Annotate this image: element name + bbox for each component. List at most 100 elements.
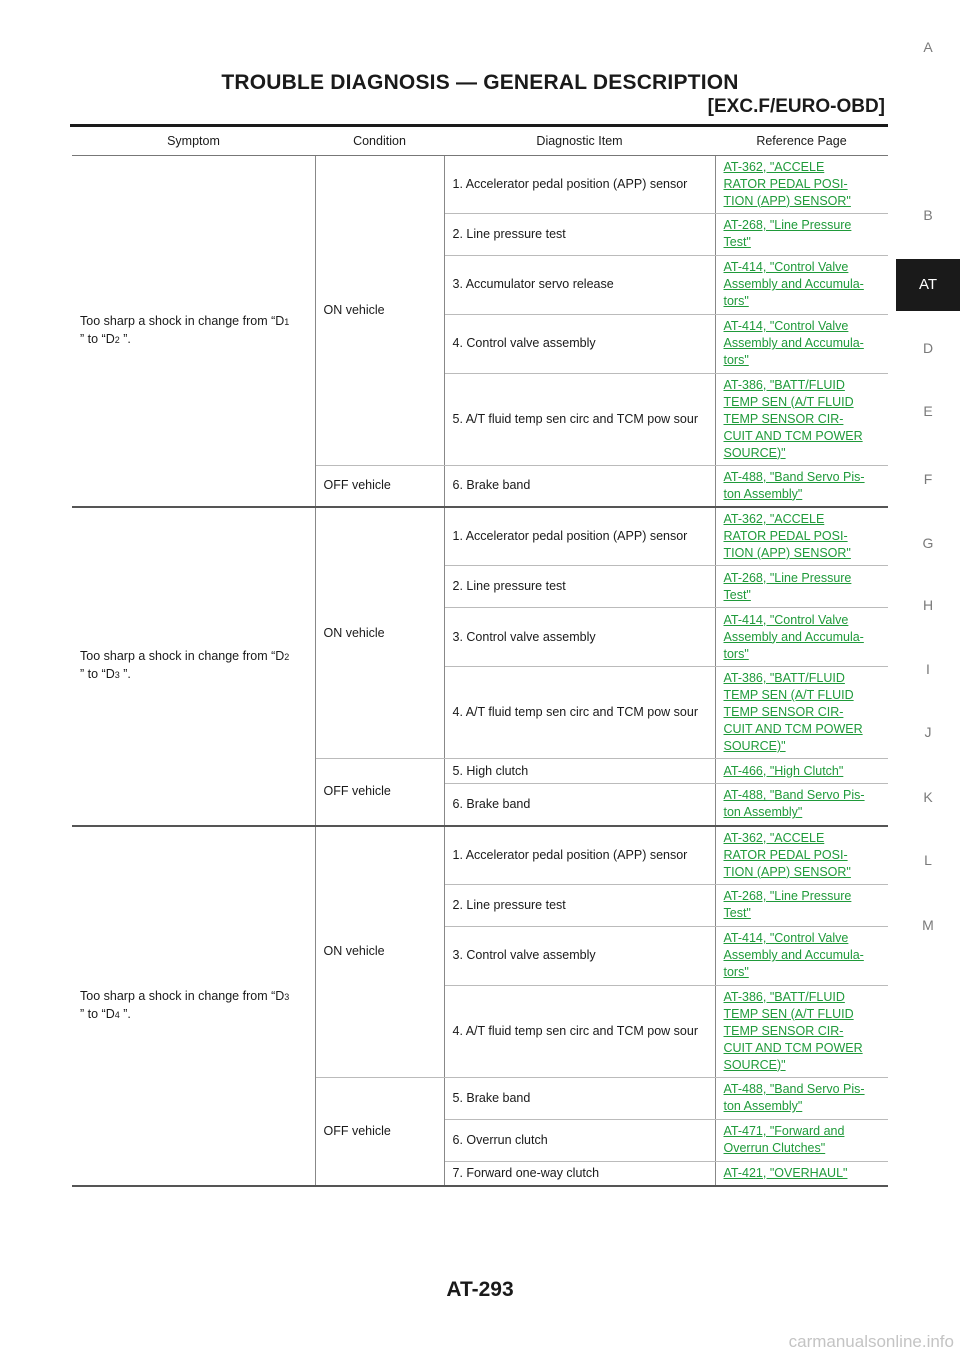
diagnostic-item-cell: 2. Line pressure test [444, 884, 716, 927]
reference-link[interactable]: AT-488, "Band Servo Pis-ton Assembly" [724, 787, 881, 821]
side-tab-b[interactable]: B [923, 207, 933, 223]
reference-link-line: Test" [723, 587, 751, 602]
reference-link-line: tors" [723, 965, 749, 979]
table-row: 4. Control valve assembly AT-414, "Contro… [72, 314, 888, 374]
symptom-cell: Too sharp a shock in change from “D3 ” to… [72, 825, 316, 1187]
reference-link[interactable]: AT-362, "ACCELE RATOR PEDAL POSI- TION (A… [724, 511, 881, 562]
reference-link[interactable]: AT-268, "Line Pressure Test" [724, 888, 881, 922]
header-symptom: Symptom [72, 129, 315, 156]
diagnostic-item-cell: 1. Accelerator pedal position (APP) sens… [444, 155, 716, 214]
header-diagnostic-item: Diagnostic Item [444, 129, 715, 156]
header-condition: Condition [315, 129, 444, 156]
page-title: TROUBLE DIAGNOSIS — GENERAL DESCRIPTION [221, 71, 739, 94]
reference-link-line: Overrun Clutches" [723, 1141, 826, 1155]
reference-link-line: AT-362, "ACCELE [723, 159, 825, 174]
side-tab-i[interactable]: I [926, 661, 930, 677]
reference-link-line: AT-268, "Line Pressure [723, 889, 852, 903]
table-row: 3. Accumulator servo release AT-414, "Con… [72, 255, 888, 315]
condition-cell: ON vehicle [315, 507, 445, 759]
reference-link[interactable]: AT-268, "Line Pressure Test" [724, 570, 881, 604]
reference-link-line: Assembly and Accumula- [723, 948, 864, 962]
diagnostic-item-cell: 4. A/T fluid temp sen circ and TCM pow s… [444, 666, 716, 759]
reference-cell: AT-414, "Control Valve Assembly and Accu… [715, 926, 888, 986]
reference-cell: AT-268, "Line Pressure Test" [715, 565, 888, 608]
reference-cell: AT-362, "ACCELE RATOR PEDAL POSI- TION (A… [715, 507, 888, 566]
symptom-text: ” to “D [80, 331, 115, 346]
table-row: OFF vehicle 6. Brake band AT-488, "Band Se… [72, 465, 888, 508]
symptom-text: ”. [119, 667, 131, 682]
diagnostic-item-cell: 6. Overrun clutch [444, 1119, 716, 1162]
side-tab-h[interactable]: H [922, 597, 934, 613]
reference-link[interactable]: AT-386, "BATT/FLUID TEMP SEN (A/T FLUID … [724, 670, 881, 755]
reference-link-line: ton Assembly" [723, 1099, 803, 1113]
side-tab-d[interactable]: D [922, 340, 934, 356]
side-tab-f[interactable]: F [923, 471, 933, 487]
gear-subscript: 2 [114, 334, 120, 345]
symptom-text: ”. [119, 1006, 131, 1021]
reference-link[interactable]: AT-466, "High Clutch" [724, 763, 881, 780]
reference-link-line: TEMP SENSOR CIR- [723, 411, 844, 426]
reference-link-line: AT-488, "Band Servo Pis- [723, 788, 865, 803]
reference-link-line: SOURCE)" [723, 739, 786, 753]
reference-link-line: CUIT AND TCM POWER [723, 1040, 863, 1055]
side-tab-e[interactable]: E [923, 403, 933, 419]
symptom-text: ” to “D [80, 667, 115, 682]
reference-cell: AT-488, "Band Servo Pis-ton Assembly" [715, 1077, 888, 1120]
reference-link-line: AT-471, "Forward and [723, 1124, 845, 1138]
table-row: 6. Brake band AT-488, "Band Servo Pis-ton… [72, 783, 888, 827]
diagnostic-item-cell: 5. A/T fluid temp sen circ and TCM pow s… [444, 373, 716, 466]
reference-link-line: RATOR PEDAL POSI- [723, 176, 848, 191]
reference-link-line: AT-466, "High Clutch" [723, 763, 844, 778]
diagnostic-item-cell: 2. Line pressure test [444, 565, 716, 608]
reference-link-line: RATOR PEDAL POSI- [723, 529, 848, 543]
reference-link[interactable]: AT-268, "Line Pressure Test" [724, 217, 881, 251]
page-subtitle: [EXC.F/EURO-OBD] [707, 96, 885, 117]
reference-link-line: AT-386, "BATT/FLUID [723, 377, 845, 392]
reference-link[interactable]: AT-362, "ACCELE RATOR PEDAL POSI- TION (A… [724, 830, 881, 881]
reference-cell: AT-471, "Forward and Overrun Clutches" [715, 1119, 888, 1162]
gear-subscript: 3 [114, 670, 120, 681]
side-tab-a[interactable]: A [923, 39, 933, 55]
reference-link-line: AT-386, "BATT/FLUID [723, 671, 845, 685]
reference-link[interactable]: AT-471, "Forward and Overrun Clutches" [724, 1123, 881, 1157]
reference-cell: AT-386, "BATT/FLUID TEMP SEN (A/T FLUID … [715, 666, 888, 759]
reference-link-line: TEMP SEN (A/T FLUID [723, 1006, 854, 1021]
gear-subscript: 3 [284, 991, 290, 1002]
diagnostic-item-cell: 5. Brake band [444, 1077, 716, 1120]
watermark: carmanualsonline.info [788, 1332, 954, 1351]
reference-link-line: AT-414, "Control Valve [723, 319, 849, 333]
side-tab-l[interactable]: L [924, 852, 932, 868]
table-row: 4. A/T fluid temp sen circ and TCM pow s… [72, 666, 888, 759]
reference-link-line: SOURCE)" [723, 1057, 786, 1072]
reference-link-line: Assembly and Accumula- [723, 629, 864, 644]
header-reference-page: Reference Page [715, 129, 888, 156]
reference-link-line: AT-268, "Line Pressure [723, 218, 852, 232]
table-row: 2. Line pressure test AT-268, "Line Press… [72, 565, 888, 608]
reference-link[interactable]: AT-386, "BATT/FLUID TEMP SEN (A/T FLUID … [724, 377, 881, 462]
reference-link[interactable]: AT-386, "BATT/FLUID TEMP SEN (A/T FLUID … [724, 989, 881, 1074]
reference-link[interactable]: AT-414, "Control Valve Assembly and Accu… [724, 259, 881, 310]
reference-cell: AT-362, "ACCELE RATOR PEDAL POSI- TION (A… [715, 155, 888, 214]
reference-link[interactable]: AT-414, "Control Valve Assembly and Accu… [724, 930, 881, 981]
side-tab-k[interactable]: K [923, 789, 933, 805]
side-tab-m[interactable]: M [922, 917, 934, 933]
side-tab-at[interactable]: AT [896, 259, 960, 311]
table-row: 6. Overrun clutch AT-471, "Forward and Ov… [72, 1119, 888, 1162]
reference-link[interactable]: AT-488, "Band Servo Pis-ton Assembly" [724, 469, 881, 503]
reference-link-line: AT-268, "Line Pressure [723, 570, 852, 585]
reference-link-line: AT-488, "Band Servo Pis- [723, 469, 865, 484]
side-tab-g[interactable]: G [922, 535, 934, 551]
page-number: AT-293 [446, 1278, 514, 1301]
reference-link[interactable]: AT-362, "ACCELE RATOR PEDAL POSI- TION (A… [724, 159, 881, 210]
reference-link[interactable]: AT-421, "OVERHAUL" [724, 1165, 881, 1182]
reference-link[interactable]: AT-414, "Control Valve Assembly and Accu… [724, 612, 881, 663]
condition-cell: ON vehicle [315, 155, 445, 466]
reference-link[interactable]: AT-414, "Control Valve Assembly and Accu… [724, 318, 881, 369]
diagnostic-item-cell: 1. Accelerator pedal position (APP) sens… [444, 825, 716, 885]
reference-link[interactable]: AT-488, "Band Servo Pis-ton Assembly" [724, 1081, 881, 1115]
diagnostic-item-cell: 4. Control valve assembly [444, 314, 716, 374]
reference-link-line: AT-414, "Control Valve [723, 612, 849, 627]
reference-link-line: Assembly and Accumula- [723, 336, 864, 350]
side-tab-j[interactable]: J [924, 724, 932, 740]
symptom-cell: Too sharp a shock in change from “D1 ” to… [72, 155, 316, 508]
